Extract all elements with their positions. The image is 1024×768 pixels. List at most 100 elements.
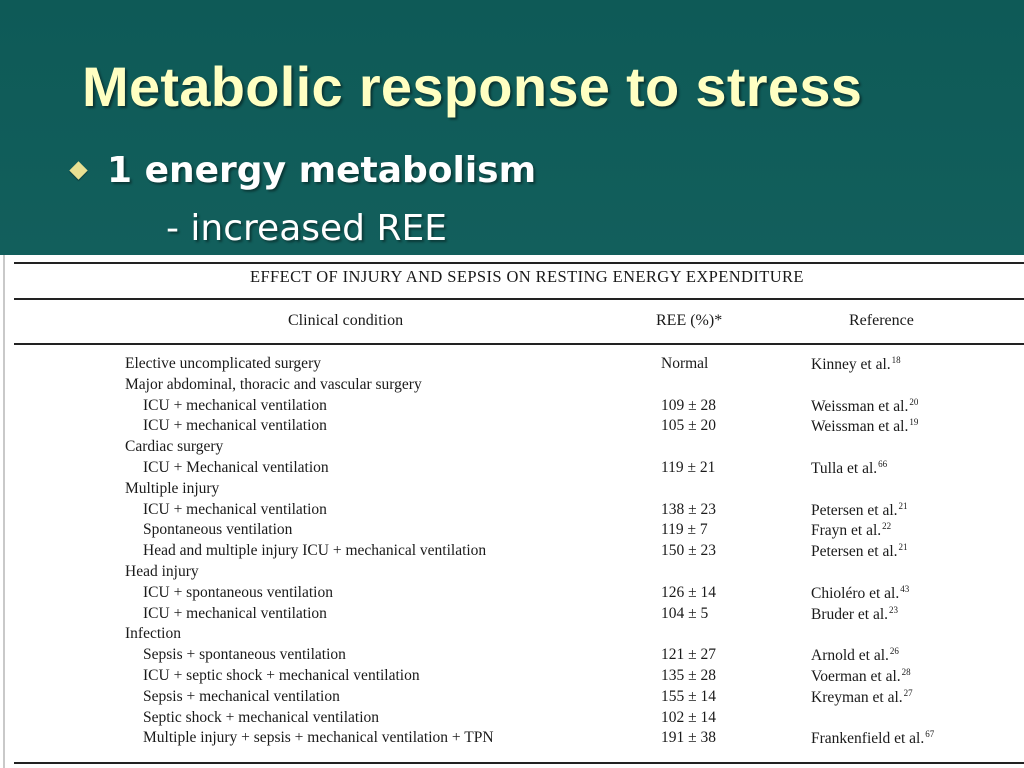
row-reference: Frankenfield et al.67 — [811, 729, 934, 748]
row-reference-author: Frankenfield et al. — [811, 730, 925, 748]
table-row: Head injury — [0, 563, 1024, 584]
row-reference-author: Petersen et al. — [811, 543, 898, 561]
table-row: ICU + mechanical ventilation 104 ± 5 Brude… — [0, 605, 1024, 626]
table-body: Elective uncomplicated surgery Normal Kinn… — [0, 355, 1024, 750]
row-reference-author: Weissman et al. — [811, 397, 909, 415]
row-ree-value: 155 ± 14 — [661, 687, 717, 705]
table-row: ICU + mechanical ventilation 109 ± 28 Weis… — [0, 397, 1024, 418]
table-row: ICU + mechanical ventilation 105 ± 20 Weis… — [0, 417, 1024, 438]
row-condition: Cardiac surgery — [125, 438, 224, 456]
row-ree-value: 121 ± 27 — [661, 646, 717, 664]
row-ree-value: 135 ± 28 — [661, 666, 717, 684]
table-rule-top — [14, 262, 1024, 264]
diamond-bullet-icon — [69, 161, 88, 180]
row-condition: Spontaneous ventilation — [143, 521, 293, 539]
scan-edge-line — [3, 255, 5, 768]
row-reference: Weissman et al.19 — [811, 417, 918, 436]
row-reference-number: 67 — [925, 729, 935, 740]
column-header-reference: Reference — [849, 312, 914, 329]
row-reference: Chioléro et al.43 — [811, 584, 909, 603]
row-reference-author: Kreyman et al. — [811, 688, 903, 706]
row-ree-value: 119 ± 7 — [661, 521, 708, 539]
row-reference-number: 19 — [909, 417, 919, 428]
row-ree-value: 105 ± 20 — [661, 417, 717, 435]
row-reference-author: Tulla et al. — [811, 459, 878, 477]
row-condition: Head and multiple injury ICU + mechanica… — [143, 542, 487, 560]
row-reference-number: 21 — [898, 500, 908, 511]
table-rule-header-bottom — [14, 343, 1024, 345]
row-reference: Voerman et al.28 — [811, 667, 911, 686]
row-condition: Major abdominal, thoracic and vascular s… — [125, 375, 422, 393]
row-condition: ICU + mechanical ventilation — [143, 604, 327, 622]
row-reference-author: Voerman et al. — [811, 667, 901, 685]
row-reference: Petersen et al.21 — [811, 501, 908, 520]
table-row: Cardiac surgery — [0, 438, 1024, 459]
table-row: Major abdominal, thoracic and vascular s… — [0, 376, 1024, 397]
scanned-table: Effect of injury and sepsis on resting e… — [0, 255, 1024, 768]
row-condition: ICU + mechanical ventilation — [143, 417, 327, 435]
row-reference-author: Arnold et al. — [811, 647, 889, 665]
row-reference-number: 18 — [891, 355, 901, 365]
row-reference-author: Kinney et al. — [811, 356, 891, 373]
row-reference: Arnold et al.26 — [811, 646, 899, 665]
row-reference-author: Weissman et al. — [811, 418, 909, 436]
row-reference-author: Chioléro et al. — [811, 584, 900, 602]
row-reference-number: 43 — [900, 583, 910, 594]
row-ree-value: 138 ± 23 — [661, 500, 717, 518]
row-reference-number: 23 — [889, 604, 899, 615]
row-condition: Multiple injury — [125, 479, 220, 497]
row-reference-number: 66 — [878, 458, 888, 469]
row-ree-value: 109 ± 28 — [661, 396, 717, 414]
row-condition: Multiple injury + sepsis + mechanical ve… — [143, 729, 494, 747]
row-condition: Elective uncomplicated surgery — [125, 355, 321, 372]
row-reference: Petersen et al.21 — [811, 542, 908, 561]
row-reference-author: Frayn et al. — [811, 522, 882, 540]
bullet-item: 1 energy metabolism — [64, 150, 536, 191]
row-reference: Bruder et al.23 — [811, 605, 898, 624]
row-reference: Weissman et al.20 — [811, 397, 918, 416]
row-reference: Frayn et al.22 — [811, 521, 891, 540]
row-ree-value: 191 ± 38 — [661, 729, 717, 747]
sub-bullet-text: - increased REE — [166, 208, 447, 249]
row-reference-number: 22 — [882, 521, 892, 532]
row-condition: ICU + mechanical ventilation — [143, 500, 327, 518]
row-ree-value: Normal — [661, 355, 709, 372]
row-condition: Infection — [125, 625, 181, 643]
bullet-text: 1 energy metabolism — [107, 150, 537, 191]
table-row: ICU + mechanical ventilation 138 ± 23 Pete… — [0, 501, 1024, 522]
row-ree-value: 126 ± 14 — [661, 583, 717, 601]
table-row: Multiple injury + sepsis + mechanical ve… — [0, 729, 1024, 750]
row-condition: ICU + mechanical ventilation — [143, 396, 327, 414]
column-header-condition: Clinical condition — [288, 312, 404, 329]
table-row: Multiple injury — [0, 480, 1024, 501]
table-rule-header-top — [14, 298, 1024, 300]
row-reference: Tulla et al.66 — [811, 459, 887, 478]
row-ree-value: 102 ± 14 — [661, 708, 717, 726]
table-row: Infection — [0, 625, 1024, 646]
column-header-ree: REE (%)* — [656, 312, 723, 329]
table-row: Septic shock + mechanical ventilation 102… — [0, 709, 1024, 730]
table-row: ICU + spontaneous ventilation 126 ± 14 Chi… — [0, 584, 1024, 605]
table-title: Effect of injury and sepsis on resting e… — [250, 267, 804, 286]
row-condition: Sepsis + mechanical ventilation — [143, 687, 340, 705]
row-condition: Sepsis + spontaneous ventilation — [143, 646, 346, 664]
row-ree-value: 150 ± 23 — [661, 542, 717, 560]
table-row: ICU + Mechanical ventilation 119 ± 21 Tull… — [0, 459, 1024, 480]
row-condition: ICU + spontaneous ventilation — [143, 583, 333, 601]
row-reference-number: 21 — [898, 542, 908, 553]
row-reference-number: 27 — [903, 687, 913, 698]
table-rule-bottom — [14, 762, 1024, 764]
table-row: Sepsis + mechanical ventilation 155 ± 14 K… — [0, 688, 1024, 709]
row-reference-number: 20 — [909, 396, 919, 407]
row-condition: Head injury — [125, 562, 199, 580]
row-reference-author: Bruder et al. — [811, 605, 889, 623]
row-reference: Kinney et al.18 — [811, 355, 901, 374]
row-reference-number: 28 — [901, 666, 911, 677]
table-row: Sepsis + spontaneous ventilation 121 ± 27… — [0, 646, 1024, 667]
slide-title: Metabolic response to stress — [82, 55, 863, 118]
row-reference-number: 26 — [889, 646, 899, 657]
table-row: Spontaneous ventilation 119 ± 7 Frayn et a… — [0, 521, 1024, 542]
row-condition: ICU + septic shock + mechanical ventilat… — [143, 666, 420, 684]
table-row: Head and multiple injury ICU + mechanica… — [0, 542, 1024, 563]
